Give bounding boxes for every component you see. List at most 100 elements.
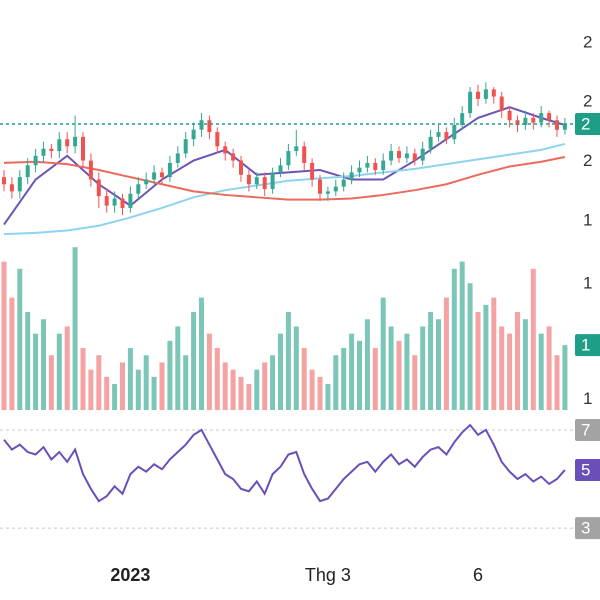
candle-body [357, 167, 362, 173]
candle-body [444, 132, 449, 140]
volume-bar [420, 326, 426, 410]
candle-body [88, 160, 93, 180]
volume-bar [301, 348, 307, 410]
volume-bar [436, 319, 441, 410]
candle-body [120, 198, 125, 208]
volume-bar [88, 369, 94, 410]
volume-bar [167, 340, 173, 410]
volume-bar [562, 345, 568, 410]
volume-bar [159, 362, 165, 410]
volume-bar [293, 326, 299, 410]
candle-body [341, 179, 346, 187]
candle-body [49, 148, 54, 152]
volume-bar [349, 333, 355, 410]
volume-bar [396, 340, 402, 410]
candle-body [404, 153, 409, 159]
candle-body [270, 172, 275, 190]
moving-average [3, 106, 566, 226]
rsi-badge [575, 458, 600, 481]
candle-body [333, 186, 338, 192]
y-tick-label: 2 [583, 32, 592, 51]
volume-bar [467, 283, 473, 410]
volume-bar [222, 362, 228, 410]
volume-bar [56, 333, 62, 410]
y-tick-label: 1 [583, 389, 592, 408]
candle-body [310, 162, 315, 180]
volume-bar [262, 362, 268, 410]
x-tick-label: 6 [473, 565, 483, 585]
volume-bar [317, 376, 323, 410]
volume-bar [120, 362, 125, 410]
volume-bar [459, 261, 465, 410]
volume-bar [246, 384, 252, 410]
candle-body [81, 136, 85, 161]
candle-body [452, 124, 457, 140]
candle-body [262, 177, 267, 190]
y-tick-label: 1 [583, 274, 592, 293]
volume-bar [127, 348, 133, 410]
candle-body [215, 132, 220, 147]
candle-body [239, 160, 243, 175]
volume-bar [96, 355, 102, 410]
candle-body [507, 110, 512, 121]
candle-body [555, 120, 559, 130]
volume-bar [230, 369, 236, 410]
y-tick-label: 1 [583, 210, 592, 229]
volume-bar [17, 268, 23, 410]
rsi-level-badge-label: 7 [581, 420, 590, 439]
candle-body [365, 162, 370, 168]
candle-body [278, 165, 283, 173]
candle-body [491, 89, 496, 97]
candle-body [128, 193, 133, 208]
candle-body [144, 179, 149, 185]
candle-body [531, 117, 536, 123]
candle-body [302, 146, 307, 163]
candle-body [65, 139, 70, 147]
last-volume-badge-label: 1 [581, 336, 590, 355]
candle-body [175, 153, 180, 163]
candle-body [420, 148, 425, 161]
candle-body [25, 165, 30, 178]
volume-bar [443, 297, 449, 410]
candle-body [428, 136, 433, 149]
volume-bar [428, 312, 434, 410]
rsi-line [3, 423, 566, 503]
volume-bar [530, 268, 536, 410]
candle-body [104, 196, 109, 206]
candle-body [9, 184, 14, 192]
candle-body [397, 151, 401, 159]
volume-bar [48, 355, 54, 410]
volume-bar [64, 326, 70, 410]
volume-bar [515, 312, 520, 410]
y-tick-label: 2 [583, 92, 592, 111]
volume-bar [270, 355, 276, 410]
volume-bar [175, 326, 181, 410]
candle-body [515, 120, 520, 125]
volume-bar [254, 369, 260, 410]
volume-bar [451, 268, 457, 410]
volume-bar [538, 333, 544, 410]
candle-body [167, 162, 172, 178]
rsi-level-badge [575, 517, 600, 540]
volume-bar [388, 326, 394, 410]
volume-bar [25, 312, 31, 410]
candle-body [547, 113, 552, 121]
candle-body [160, 172, 164, 178]
candle-body [254, 177, 259, 185]
volume-bar [206, 333, 212, 410]
volume-bar [41, 319, 46, 410]
candle-body [73, 136, 78, 147]
volume-bar [333, 355, 339, 410]
volume-bar [183, 355, 189, 410]
volume-bar [191, 312, 197, 410]
candle-body [17, 177, 22, 192]
volume-bar [278, 333, 283, 410]
candle-body [294, 146, 299, 152]
candle-body [96, 179, 101, 197]
rsi-level-badge-label: 3 [581, 519, 590, 538]
candle-body [57, 139, 62, 152]
volume-bar [285, 312, 291, 410]
candle-body [389, 151, 394, 161]
candle-body [112, 198, 117, 206]
